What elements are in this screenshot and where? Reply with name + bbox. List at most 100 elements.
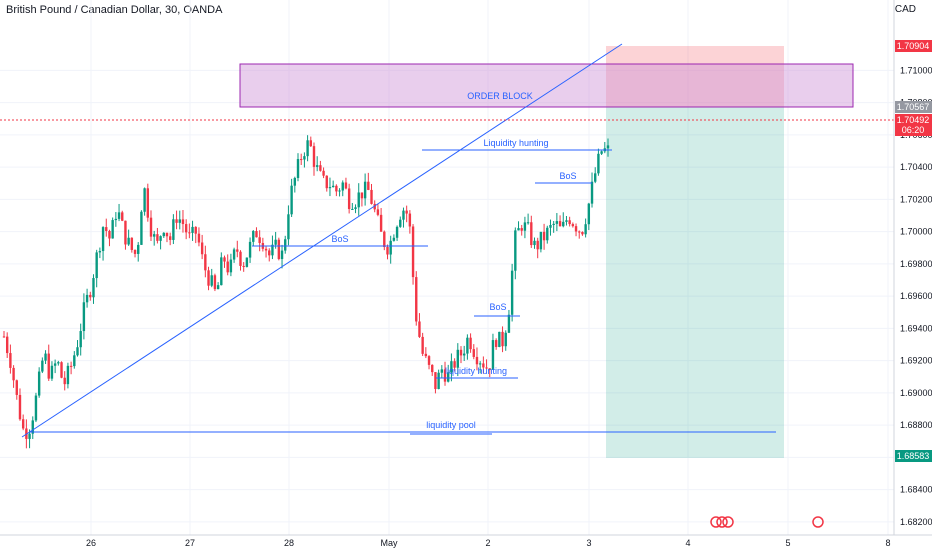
candle-body (462, 353, 466, 356)
candle-body (558, 221, 562, 227)
candle-body (606, 145, 610, 149)
candle-body (79, 331, 82, 348)
price-tick-label: 1.69600 (900, 291, 932, 301)
candle-body (389, 240, 392, 255)
candle-body (517, 228, 520, 231)
candle-body (594, 173, 597, 182)
annotation-labels: ORDER BLOCK Liquidity hunting BoS BoS Bo… (331, 91, 576, 430)
candle-body (287, 214, 290, 240)
candle-body (248, 241, 252, 258)
candle-body (28, 433, 31, 439)
candle-body (447, 372, 450, 382)
candle-body (539, 231, 543, 250)
time-tick-label: 26 (86, 538, 96, 548)
candle-body (236, 249, 239, 252)
candle-body (290, 185, 293, 215)
candle-body (427, 356, 431, 365)
candle-body (488, 368, 491, 370)
candle-body (31, 420, 34, 434)
time-tick-label: 4 (685, 538, 690, 548)
candle-body (172, 219, 175, 240)
candle-body (431, 364, 434, 373)
price-tick-label: 1.70400 (900, 162, 932, 172)
candle-body (60, 362, 63, 378)
target-price-tag (895, 450, 932, 462)
candle-body (37, 371, 41, 396)
candle-body (347, 188, 351, 210)
candle-body (578, 231, 581, 233)
price-tags: 1.70904 1.70567 1.70492 06:20 1.68583 (895, 40, 932, 462)
candle-body (268, 250, 271, 256)
candle-body (383, 231, 386, 247)
bos-right-label: BoS (559, 171, 576, 181)
candle-body (402, 210, 405, 220)
candle-body (351, 208, 354, 210)
time-tick-label: 27 (185, 538, 195, 548)
candle-body (207, 270, 210, 286)
candle-body (370, 189, 373, 204)
candle-body (223, 257, 226, 262)
candle-body (137, 244, 140, 254)
candle-body (319, 165, 322, 171)
candle-body (328, 187, 332, 189)
candle-body (373, 203, 376, 210)
grid (0, 0, 894, 535)
candle-body (354, 207, 357, 209)
candle-body (226, 261, 229, 273)
candle-body (325, 175, 328, 189)
candle-body (456, 349, 459, 368)
candle-body (437, 372, 440, 390)
candle-body (523, 222, 527, 231)
candle-body (284, 239, 287, 251)
currency-label: CAD (894, 4, 916, 15)
candle-body (184, 224, 188, 233)
candle-body (485, 367, 488, 369)
bos-left-label: BoS (331, 234, 348, 244)
candle-body (5, 336, 9, 354)
price-tick-label: 1.70000 (900, 227, 932, 237)
price-tick-label: 1.68200 (900, 517, 932, 527)
candle-body (494, 340, 498, 347)
candle-body (156, 234, 159, 241)
candle-body (379, 214, 383, 232)
candle-body (69, 365, 73, 367)
candle-body (510, 270, 514, 315)
candle-body (549, 224, 552, 228)
candle-body (101, 227, 105, 252)
candle-body (76, 347, 79, 356)
stop-loss-zone (606, 46, 784, 107)
stop-price-label: 1.70904 (897, 41, 930, 51)
order-block-price-tag (895, 101, 932, 113)
candle-body (121, 212, 124, 221)
time-axis: 26 27 28 May 2 3 4 5 8 (86, 538, 891, 548)
candle-body (450, 361, 453, 373)
candle-body (303, 156, 306, 160)
candle-body (392, 237, 396, 241)
candle-body (386, 246, 389, 255)
candle-body (159, 236, 162, 241)
candle-body (63, 377, 66, 385)
time-tick-label: 3 (586, 538, 591, 548)
price-tick-label: 1.69000 (900, 388, 932, 398)
candle-body (520, 228, 523, 231)
candle-body (571, 224, 575, 227)
candle-body (140, 211, 143, 245)
candle-body (367, 181, 370, 190)
candlestick-series (2, 135, 610, 449)
candle-body (590, 181, 594, 204)
candle-body (555, 221, 559, 224)
candle-body (363, 181, 367, 199)
candle-body (315, 165, 319, 167)
candle-body (542, 231, 546, 241)
candle-body (21, 419, 25, 429)
candle-body (47, 353, 50, 379)
candle-body (194, 226, 197, 234)
candle-body (562, 221, 565, 227)
time-tick-label: 28 (284, 538, 294, 548)
candle-body (530, 222, 533, 246)
candle-body (469, 337, 472, 350)
candle-body (443, 369, 447, 382)
candle-body (405, 210, 408, 214)
candle-body (239, 251, 242, 266)
